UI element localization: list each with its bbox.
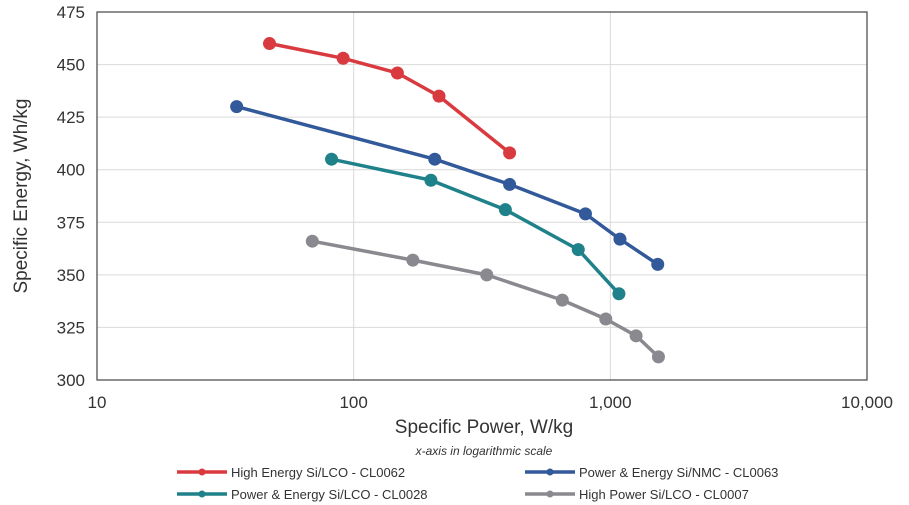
legend-label: Power & Energy Si/LCO - CL0028 [231, 487, 428, 502]
y-tick-label: 350 [57, 266, 85, 285]
x-axis-scale-note: x-axis in logarithmic scale [415, 444, 553, 458]
data-point [555, 293, 569, 307]
x-axis-ticks: 10 100 1,000 10,000 [88, 393, 893, 412]
y-tick-label: 475 [57, 3, 85, 22]
data-point [432, 89, 446, 103]
data-point [428, 152, 442, 166]
x-tick-label: 1,000 [589, 393, 632, 412]
data-point [599, 312, 613, 326]
legend-swatch-marker [198, 468, 206, 476]
series-lines [234, 41, 661, 359]
y-axis-title: Specific Energy, Wh/kg [11, 98, 32, 293]
data-point [503, 146, 517, 160]
data-point [613, 232, 627, 246]
data-point [612, 287, 626, 301]
legend-swatch-marker [546, 490, 554, 498]
data-point [305, 234, 319, 248]
legend-label: Power & Energy Si/NMC - CL0063 [579, 465, 778, 480]
x-tick-label: 10 [88, 393, 107, 412]
y-axis-ticks: 300 325 350 375 400 425 450 475 [57, 3, 85, 390]
x-tick-label: 10,000 [841, 393, 893, 412]
data-point [651, 257, 665, 271]
legend-swatch-marker [198, 490, 206, 498]
legend-label: High Power Si/LCO - CL0007 [579, 487, 749, 502]
data-point [629, 329, 643, 343]
legend: High Energy Si/LCO - CL0062 Power & Energ… [177, 465, 778, 502]
y-tick-label: 375 [57, 213, 85, 232]
data-point [230, 100, 244, 114]
data-point [498, 203, 512, 217]
data-point [263, 37, 277, 51]
data-point [651, 350, 665, 364]
data-point [406, 253, 420, 267]
legend-swatch-marker [546, 468, 554, 476]
y-tick-label: 425 [57, 108, 85, 127]
data-point [424, 173, 438, 187]
legend-label: High Energy Si/LCO - CL0062 [231, 465, 405, 480]
data-point [390, 66, 404, 80]
y-tick-label: 325 [57, 318, 85, 337]
data-point [578, 207, 592, 221]
x-axis-title: Specific Power, W/kg [395, 417, 573, 438]
series-line-4 [310, 239, 661, 359]
x-tick-label: 100 [339, 393, 367, 412]
series-points [230, 37, 665, 364]
data-point [325, 152, 339, 166]
gridlines [96, 11, 868, 381]
data-point [480, 268, 494, 282]
y-tick-label: 400 [57, 161, 85, 180]
y-tick-label: 450 [57, 56, 85, 75]
data-point [503, 177, 517, 191]
series-line-2 [234, 104, 660, 267]
plot-area-frame [96, 11, 868, 381]
data-point [571, 243, 585, 257]
data-point [336, 51, 350, 65]
series-line-1 [267, 41, 512, 155]
y-tick-label: 300 [57, 371, 85, 390]
